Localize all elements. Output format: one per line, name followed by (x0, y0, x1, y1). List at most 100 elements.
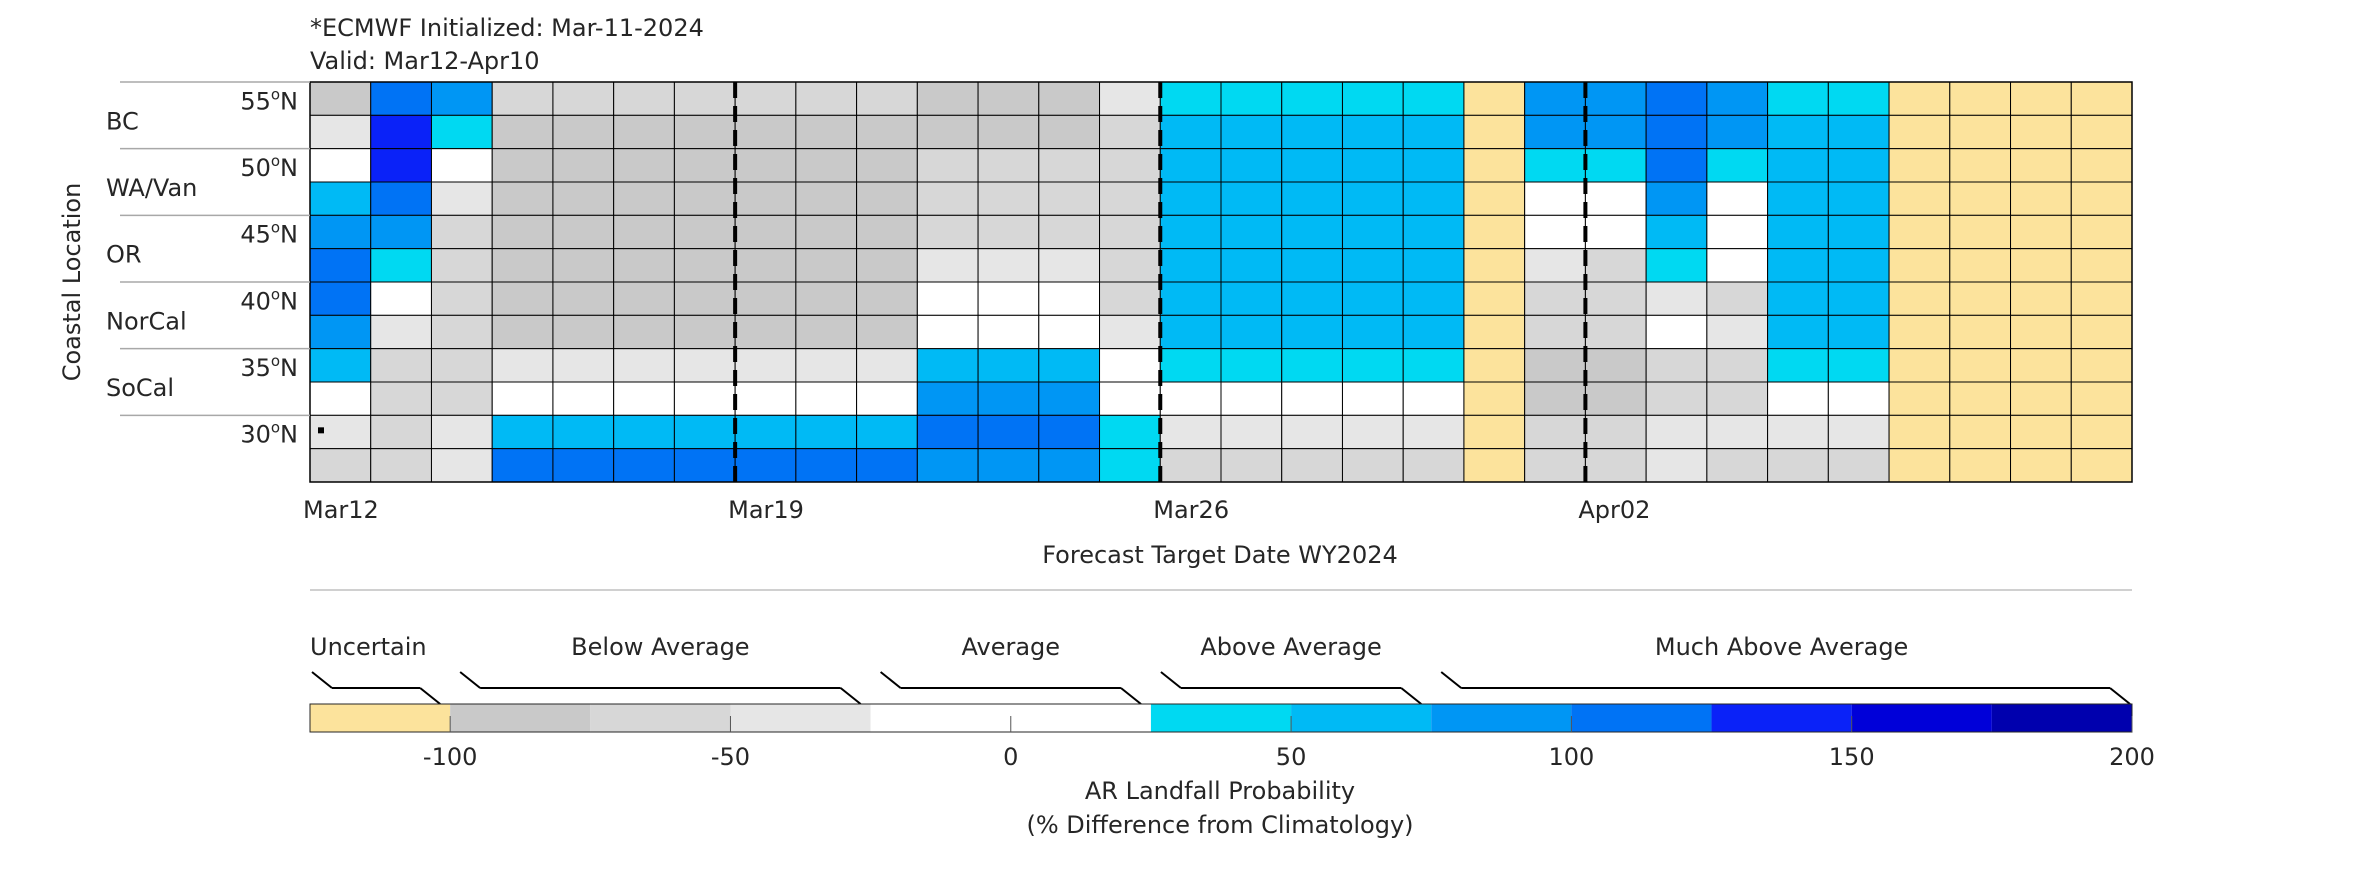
heatmap-cell (1159, 281, 1222, 316)
heatmap-cell (1099, 81, 1161, 116)
heatmap-cell (1038, 148, 1101, 183)
heatmap-cell (1949, 314, 2012, 350)
heatmap-cell (370, 348, 432, 383)
heatmap-cell (1524, 214, 1586, 250)
heatmap-cell (1706, 181, 1769, 216)
heatmap-cell (1645, 181, 1708, 216)
heatmap-cell (1888, 114, 1951, 150)
heatmap-cell (1584, 148, 1647, 183)
y-axis-label: Coastal Location (58, 183, 86, 382)
heatmap-cell (1220, 414, 1283, 450)
heatmap-cell (1767, 314, 1829, 350)
heatmap-cell (1767, 348, 1829, 383)
heatmap-cell (613, 281, 675, 316)
heatmap-cell (1827, 114, 1890, 150)
heatmap-cell (856, 248, 918, 283)
heatmap-cell (734, 381, 797, 416)
region-axis: BC WA/Van OR NorCal SoCal 55oN 50oN 45oN 40oN 35o… (106, 81, 310, 449)
heatmap-cell (1463, 248, 1526, 283)
heatmap-cell (1827, 148, 1890, 183)
heatmap-cell (1038, 348, 1101, 383)
heatmap-cell (1888, 214, 1951, 250)
heatmap-cell (1159, 414, 1222, 450)
heatmap-cell (977, 281, 1040, 316)
heatmap-cell (1645, 381, 1708, 416)
latitude-tick-label: 40oN (240, 285, 298, 315)
heatmap-cell (1402, 114, 1465, 150)
heatmap-cell (1949, 381, 2012, 416)
heatmap-cell (309, 448, 372, 483)
heatmap-cell (1706, 314, 1769, 350)
heatmap-cell (1281, 148, 1343, 183)
heatmap-cell (1463, 148, 1526, 183)
x-tick-label: Mar12 (303, 496, 379, 524)
heatmap-cell (1888, 81, 1951, 116)
heatmap-cell (1341, 314, 1404, 350)
heatmap-cell (2070, 281, 2133, 316)
heatmap-cell (734, 414, 797, 450)
bracket-tick (1400, 687, 1422, 705)
heatmap-cell (1220, 214, 1283, 250)
heatmap-cell (2010, 114, 2072, 150)
colorbar-swatch (1010, 704, 1151, 732)
heatmap-cell (1949, 414, 2012, 450)
heatmap-cell (734, 448, 797, 483)
colorbar-swatch (1711, 704, 1852, 732)
heatmap-cell (1159, 114, 1222, 150)
heatmap-cell (1159, 348, 1222, 383)
colorbar-swatch (450, 704, 591, 732)
heatmap-cell (1645, 448, 1708, 483)
heatmap-cell (977, 81, 1040, 116)
heatmap-cell (1281, 214, 1343, 250)
heatmap-cell (1463, 314, 1526, 350)
x-tick-label: Mar19 (728, 496, 804, 524)
heatmap-cell (552, 314, 615, 350)
heatmap-cell (1341, 148, 1404, 183)
heatmap-cell (1706, 81, 1769, 116)
heatmap-cell (916, 281, 979, 316)
heatmap-cell (370, 414, 432, 450)
heatmap-cell (309, 114, 372, 150)
heatmap-cell (977, 414, 1040, 450)
heatmap-cell (1827, 248, 1890, 283)
heatmap-cell (1767, 214, 1829, 250)
heatmap-cell (430, 214, 493, 250)
region-label: NorCal (106, 307, 187, 335)
heatmap-cell (1159, 181, 1222, 216)
heatmap-cell (1584, 348, 1647, 383)
heatmap-cell (1767, 281, 1829, 316)
heatmap-cell (916, 314, 979, 350)
heatmap-cell (1706, 248, 1769, 283)
heatmap-cell (370, 448, 432, 483)
heatmap-cell (673, 214, 736, 250)
category-label: Much Above Average (1655, 633, 1908, 661)
bracket-tick (1120, 687, 1142, 705)
heatmap-cell (491, 214, 554, 250)
heatmap-cell (370, 114, 432, 150)
heatmap-cell (1584, 248, 1647, 283)
heatmap-cell (491, 448, 554, 483)
heatmap-cell (1706, 348, 1769, 383)
heatmap-cell (1949, 148, 2012, 183)
heatmap-cell (370, 281, 432, 316)
heatmap-cell (2070, 381, 2133, 416)
x-axis-label: Forecast Target Date WY2024 (1042, 541, 1398, 569)
heatmap-cell (1584, 114, 1647, 150)
heatmap-cell (1038, 281, 1101, 316)
heatmap-cell (2070, 414, 2133, 450)
heatmap-cell (734, 214, 797, 250)
category-brackets: Uncertain Below Average Average Above Avera… (310, 633, 2131, 705)
heatmap-cells (309, 81, 2133, 483)
heatmap-cell (795, 348, 858, 383)
heatmap-cell (309, 148, 372, 183)
heatmap-cell (856, 214, 918, 250)
heatmap-cell (1038, 381, 1101, 416)
heatmap-cell (1038, 214, 1101, 250)
colorbar-tick-label: 200 (2109, 743, 2155, 771)
heatmap-cell (2010, 448, 2072, 483)
heatmap-cell (795, 448, 858, 483)
heatmap-cell (1220, 348, 1283, 383)
colorbar-tick-label: -50 (711, 743, 750, 771)
heatmap-cell (856, 448, 918, 483)
